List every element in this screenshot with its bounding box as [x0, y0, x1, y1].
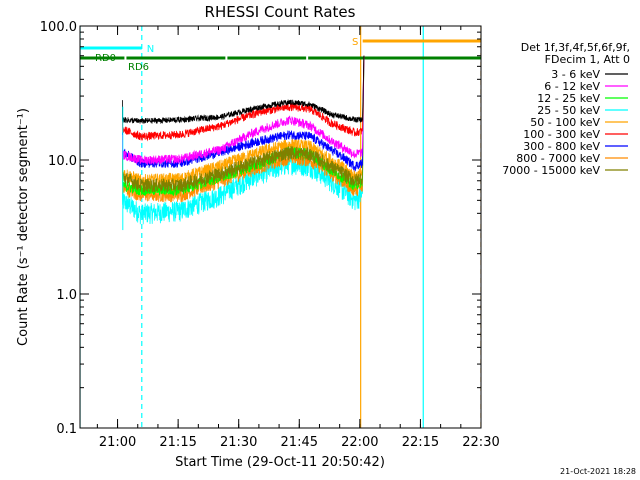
x-tick-label: 21:15	[159, 435, 196, 450]
x-tick-label: 21:00	[99, 435, 136, 450]
flag-label: S	[352, 37, 358, 48]
plot-area: N RD0 RD6 S	[80, 26, 481, 428]
flag-label: N	[147, 44, 154, 55]
legend-entry-label: 6 - 12 keV	[544, 80, 600, 93]
legend-header: Det 1f,3f,4f,5f,6f,9f,	[521, 41, 630, 54]
legend: Det 1f,3f,4f,5f,6f,9f,FDecim 1, Att 0 3 -…	[502, 41, 630, 177]
legend-entry-label: 50 - 100 keV	[530, 116, 600, 129]
y-tick-label: 1.0	[56, 288, 77, 303]
x-tick-label: 21:30	[220, 435, 257, 450]
footer-date: 21-Oct-2021 18:28	[560, 467, 636, 476]
x-tick-label: 22:15	[402, 435, 439, 450]
series-line	[122, 55, 365, 173]
chart-title: RHESSI Count Rates	[205, 3, 356, 21]
series-line	[122, 55, 365, 142]
legend-entry-label: 100 - 300 keV	[523, 128, 600, 141]
legend-entry-label: 3 - 6 keV	[551, 68, 600, 81]
x-axis-label: Start Time (29-Oct-11 20:50:42)	[175, 455, 385, 470]
y-tick-label: 100.0	[40, 20, 77, 35]
x-axis: 21:00 21:15 21:30 21:45 22:00 22:15 22:30	[96, 26, 500, 450]
series-line	[122, 55, 365, 125]
series-line	[122, 55, 365, 225]
y-axis: 0.1 1.0 10.0 100.0	[40, 20, 481, 437]
legend-entry-label: 300 - 800 keV	[523, 140, 600, 153]
y-axis-label: Count Rate (s⁻¹ detector segment⁻¹)	[16, 108, 31, 346]
y-tick-label: 10.0	[48, 154, 77, 169]
x-tick-label: 21:45	[281, 435, 318, 450]
x-tick-label: 22:00	[341, 435, 378, 450]
legend-entry-label: 25 - 50 keV	[537, 104, 600, 117]
series-line	[122, 55, 365, 193]
legend-entry-label: 800 - 7000 keV	[516, 152, 600, 165]
plot-frame	[79, 25, 482, 429]
legend-entry-label: 12 - 25 keV	[537, 92, 600, 105]
legend-header: FDecim 1, Att 0	[545, 53, 630, 66]
y-tick-label: 0.1	[56, 422, 77, 437]
flag-label: RD6	[128, 62, 149, 73]
legend-entry-label: 7000 - 15000 keV	[502, 164, 600, 177]
flag-label: RD0	[95, 53, 116, 64]
x-tick-label: 22:30	[462, 435, 499, 450]
series-line	[122, 55, 365, 165]
